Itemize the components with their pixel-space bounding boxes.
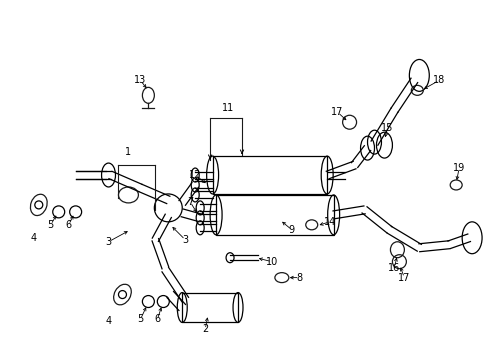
Text: 17: 17 [331, 107, 343, 117]
Text: 7: 7 [187, 197, 193, 207]
Text: 15: 15 [381, 123, 393, 133]
Text: 5: 5 [47, 220, 54, 230]
Text: 10: 10 [265, 257, 278, 267]
Text: 11: 11 [222, 103, 234, 113]
Text: 16: 16 [387, 263, 400, 273]
Text: 5: 5 [137, 314, 143, 324]
Text: 3: 3 [105, 237, 111, 247]
Text: 4: 4 [31, 233, 37, 243]
Text: 17: 17 [397, 273, 410, 283]
Text: 1: 1 [125, 147, 131, 157]
Text: 14: 14 [323, 217, 335, 227]
Text: 3: 3 [182, 235, 188, 245]
Text: 6: 6 [65, 220, 72, 230]
Text: 9: 9 [288, 225, 294, 235]
Bar [212, 156, 326, 194]
Bar [216, 195, 333, 235]
Text: 19: 19 [452, 163, 465, 173]
Bar [182, 293, 238, 323]
Text: 8: 8 [296, 273, 302, 283]
Text: 6: 6 [154, 314, 160, 324]
Text: 13: 13 [134, 75, 146, 85]
Text: 4: 4 [105, 316, 111, 327]
Text: 12: 12 [189, 170, 201, 180]
Text: 2: 2 [202, 324, 208, 334]
Text: 18: 18 [432, 75, 445, 85]
